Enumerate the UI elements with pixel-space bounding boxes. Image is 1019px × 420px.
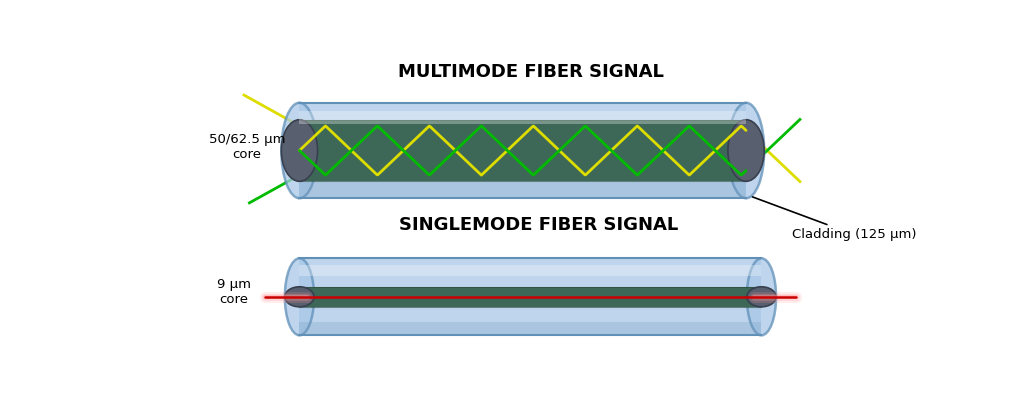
Bar (300, 258, 761, 335)
Ellipse shape (746, 258, 775, 335)
Text: Cladding (125 μm): Cladding (125 μm) (752, 197, 916, 241)
Bar (300, 287, 761, 307)
Text: 9 μm
core: 9 μm core (217, 278, 251, 306)
Ellipse shape (281, 103, 317, 198)
Bar (300, 265, 761, 276)
Bar (300, 181, 745, 198)
Text: SINGLEMODE FIBER SIGNAL: SINGLEMODE FIBER SIGNAL (398, 215, 677, 234)
Text: MULTIMODE FIBER SIGNAL: MULTIMODE FIBER SIGNAL (397, 63, 662, 81)
Text: 50/62.5 μm
core: 50/62.5 μm core (209, 133, 285, 161)
Ellipse shape (728, 120, 763, 181)
Ellipse shape (281, 120, 317, 181)
Ellipse shape (284, 258, 314, 335)
Bar (300, 111, 745, 124)
Ellipse shape (284, 287, 314, 307)
Bar (300, 103, 745, 198)
Bar (300, 322, 761, 335)
Ellipse shape (746, 287, 775, 307)
Ellipse shape (728, 103, 763, 198)
Bar (300, 120, 745, 181)
